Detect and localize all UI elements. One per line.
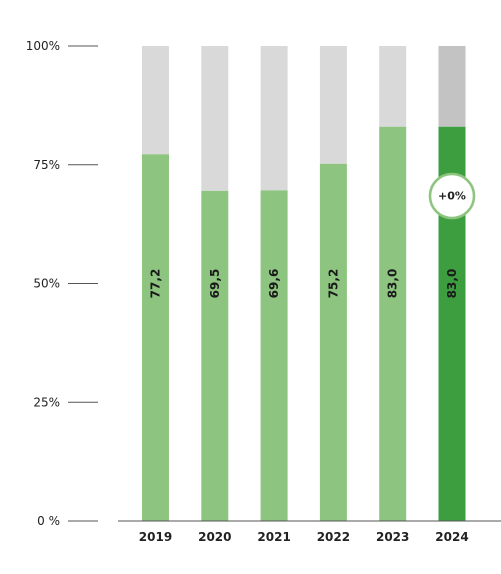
change-badge: +0% xyxy=(428,172,476,220)
bar-2021 xyxy=(260,190,288,521)
x-category-label: 2022 xyxy=(317,530,350,544)
bar-remainder-2022 xyxy=(319,46,347,164)
x-category-label: 2024 xyxy=(435,530,468,544)
x-category-label: 2020 xyxy=(198,530,231,544)
bar-value-label: 75,2 xyxy=(326,269,340,299)
y-tick-label: 100% xyxy=(26,39,60,53)
bar-value-label: 69,6 xyxy=(267,269,281,299)
bar-2022 xyxy=(319,163,347,522)
bar-value-label: 83,0 xyxy=(386,269,400,299)
bar-value-label: 69,5 xyxy=(208,269,222,299)
bar-remainder-2020 xyxy=(201,46,229,191)
bar-remainder-2024 xyxy=(438,46,466,127)
y-tick-label: 25% xyxy=(33,395,60,409)
change-badge-circle xyxy=(428,172,476,220)
y-tick-label: 0 % xyxy=(37,514,60,528)
bar-remainder-2019 xyxy=(142,46,169,155)
bar-remainder-2023 xyxy=(379,46,407,127)
bar-remainder-2021 xyxy=(260,46,288,191)
y-axis: 100% 75% 50% 25% 0 % xyxy=(26,39,98,528)
bars: 77,2 69,5 69,6 75,2 83,0 83,0 xyxy=(142,46,466,522)
x-category-label: 2023 xyxy=(376,530,409,544)
bar-2019 xyxy=(142,154,169,522)
y-tick-label: 75% xyxy=(33,158,60,172)
bar-value-label: 83,0 xyxy=(445,269,459,299)
bar-2023 xyxy=(379,126,407,521)
y-tick-label: 50% xyxy=(33,277,60,291)
x-category-label: 2019 xyxy=(139,530,172,544)
x-category-label: 2021 xyxy=(257,530,290,544)
bar-2020 xyxy=(201,190,229,521)
bar-value-label: 77,2 xyxy=(149,269,163,299)
change-badge-text: +0% xyxy=(438,190,466,203)
x-axis: 2019 2020 2021 2022 2023 2024 xyxy=(118,520,501,544)
